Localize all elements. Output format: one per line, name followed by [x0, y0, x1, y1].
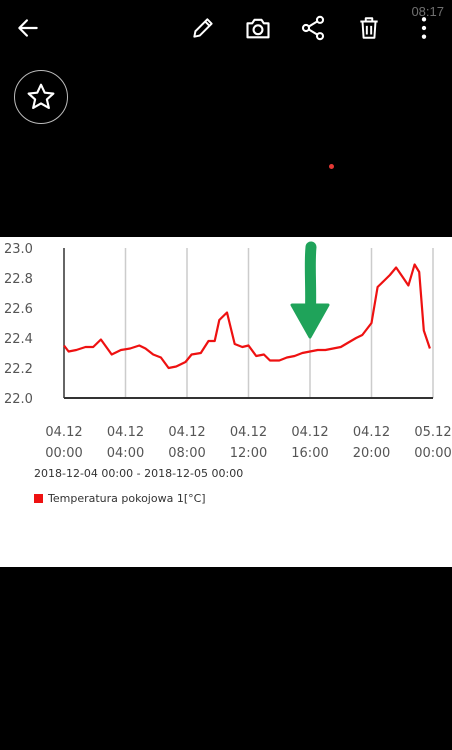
share-icon — [301, 15, 325, 41]
trash-icon — [360, 17, 378, 39]
y-tick-label: 22.2 — [4, 362, 33, 377]
more-vertical-icon — [421, 17, 427, 39]
delete-button[interactable] — [347, 6, 391, 50]
photo-image[interactable]: 22.0 22.2 22.4 22.6 22.8 23.0 04.12 00:00 04.12 0… — [0, 237, 452, 567]
pencil-icon — [193, 18, 213, 38]
x-tick-label: 04.12 — [353, 425, 390, 440]
camera-icon — [246, 18, 270, 39]
back-button[interactable] — [6, 6, 50, 50]
favorite-button[interactable] — [14, 70, 68, 124]
x-tick-label: 20:00 — [353, 446, 390, 461]
y-tick-label: 23.0 — [4, 242, 33, 257]
y-tick-label: 22.4 — [4, 332, 33, 347]
x-tick-label: 04:00 — [107, 446, 144, 461]
x-tick-label: 12:00 — [230, 446, 267, 461]
x-tick-label: 16:00 — [291, 446, 328, 461]
y-tick-label: 22.8 — [4, 272, 33, 287]
star-outline-icon — [27, 83, 55, 109]
y-tick-label: 22.0 — [4, 392, 33, 407]
red-dot-marker — [329, 164, 334, 169]
annotation-arrow-head — [290, 303, 330, 339]
top-toolbar — [0, 0, 452, 56]
series-line — [63, 263, 431, 370]
y-tick-label: 22.6 — [4, 302, 33, 317]
x-tick-label: 04.12 — [45, 425, 82, 440]
more-options-button[interactable] — [402, 6, 446, 50]
x-tick-label: 08:00 — [168, 446, 205, 461]
x-tick-label: 04.12 — [230, 425, 267, 440]
status-bar: 08:17 — [0, 0, 452, 24]
share-button[interactable] — [291, 6, 335, 50]
date-range-text: 2018-12-04 00:00 - 2018-12-05 00:00 — [34, 467, 244, 480]
x-tick-label: 04.12 — [291, 425, 328, 440]
x-tick-label: 00:00 — [45, 446, 82, 461]
edit-button[interactable] — [181, 6, 225, 50]
arrow-left-icon — [18, 19, 38, 37]
chart-legend: Temperatura pokojowa 1[°C] — [34, 492, 206, 505]
camera-button[interactable] — [236, 6, 280, 50]
temperature-chart: 22.0 22.2 22.4 22.6 22.8 23.0 04.12 00:00 04.12 0… — [4, 241, 452, 461]
x-tick-label: 00:00 — [414, 446, 451, 461]
x-tick-label: 04.12 — [107, 425, 144, 440]
x-tick-label: 05.12 — [414, 425, 451, 440]
legend-label: Temperatura pokojowa 1[°C] — [48, 492, 206, 505]
x-tick-label: 04.12 — [168, 425, 205, 440]
legend-swatch — [34, 494, 43, 503]
status-time: 08:17 — [411, 4, 444, 19]
